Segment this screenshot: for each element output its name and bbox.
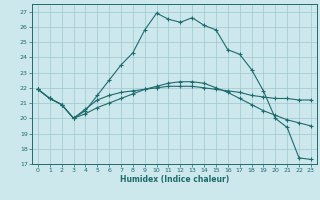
- X-axis label: Humidex (Indice chaleur): Humidex (Indice chaleur): [120, 175, 229, 184]
